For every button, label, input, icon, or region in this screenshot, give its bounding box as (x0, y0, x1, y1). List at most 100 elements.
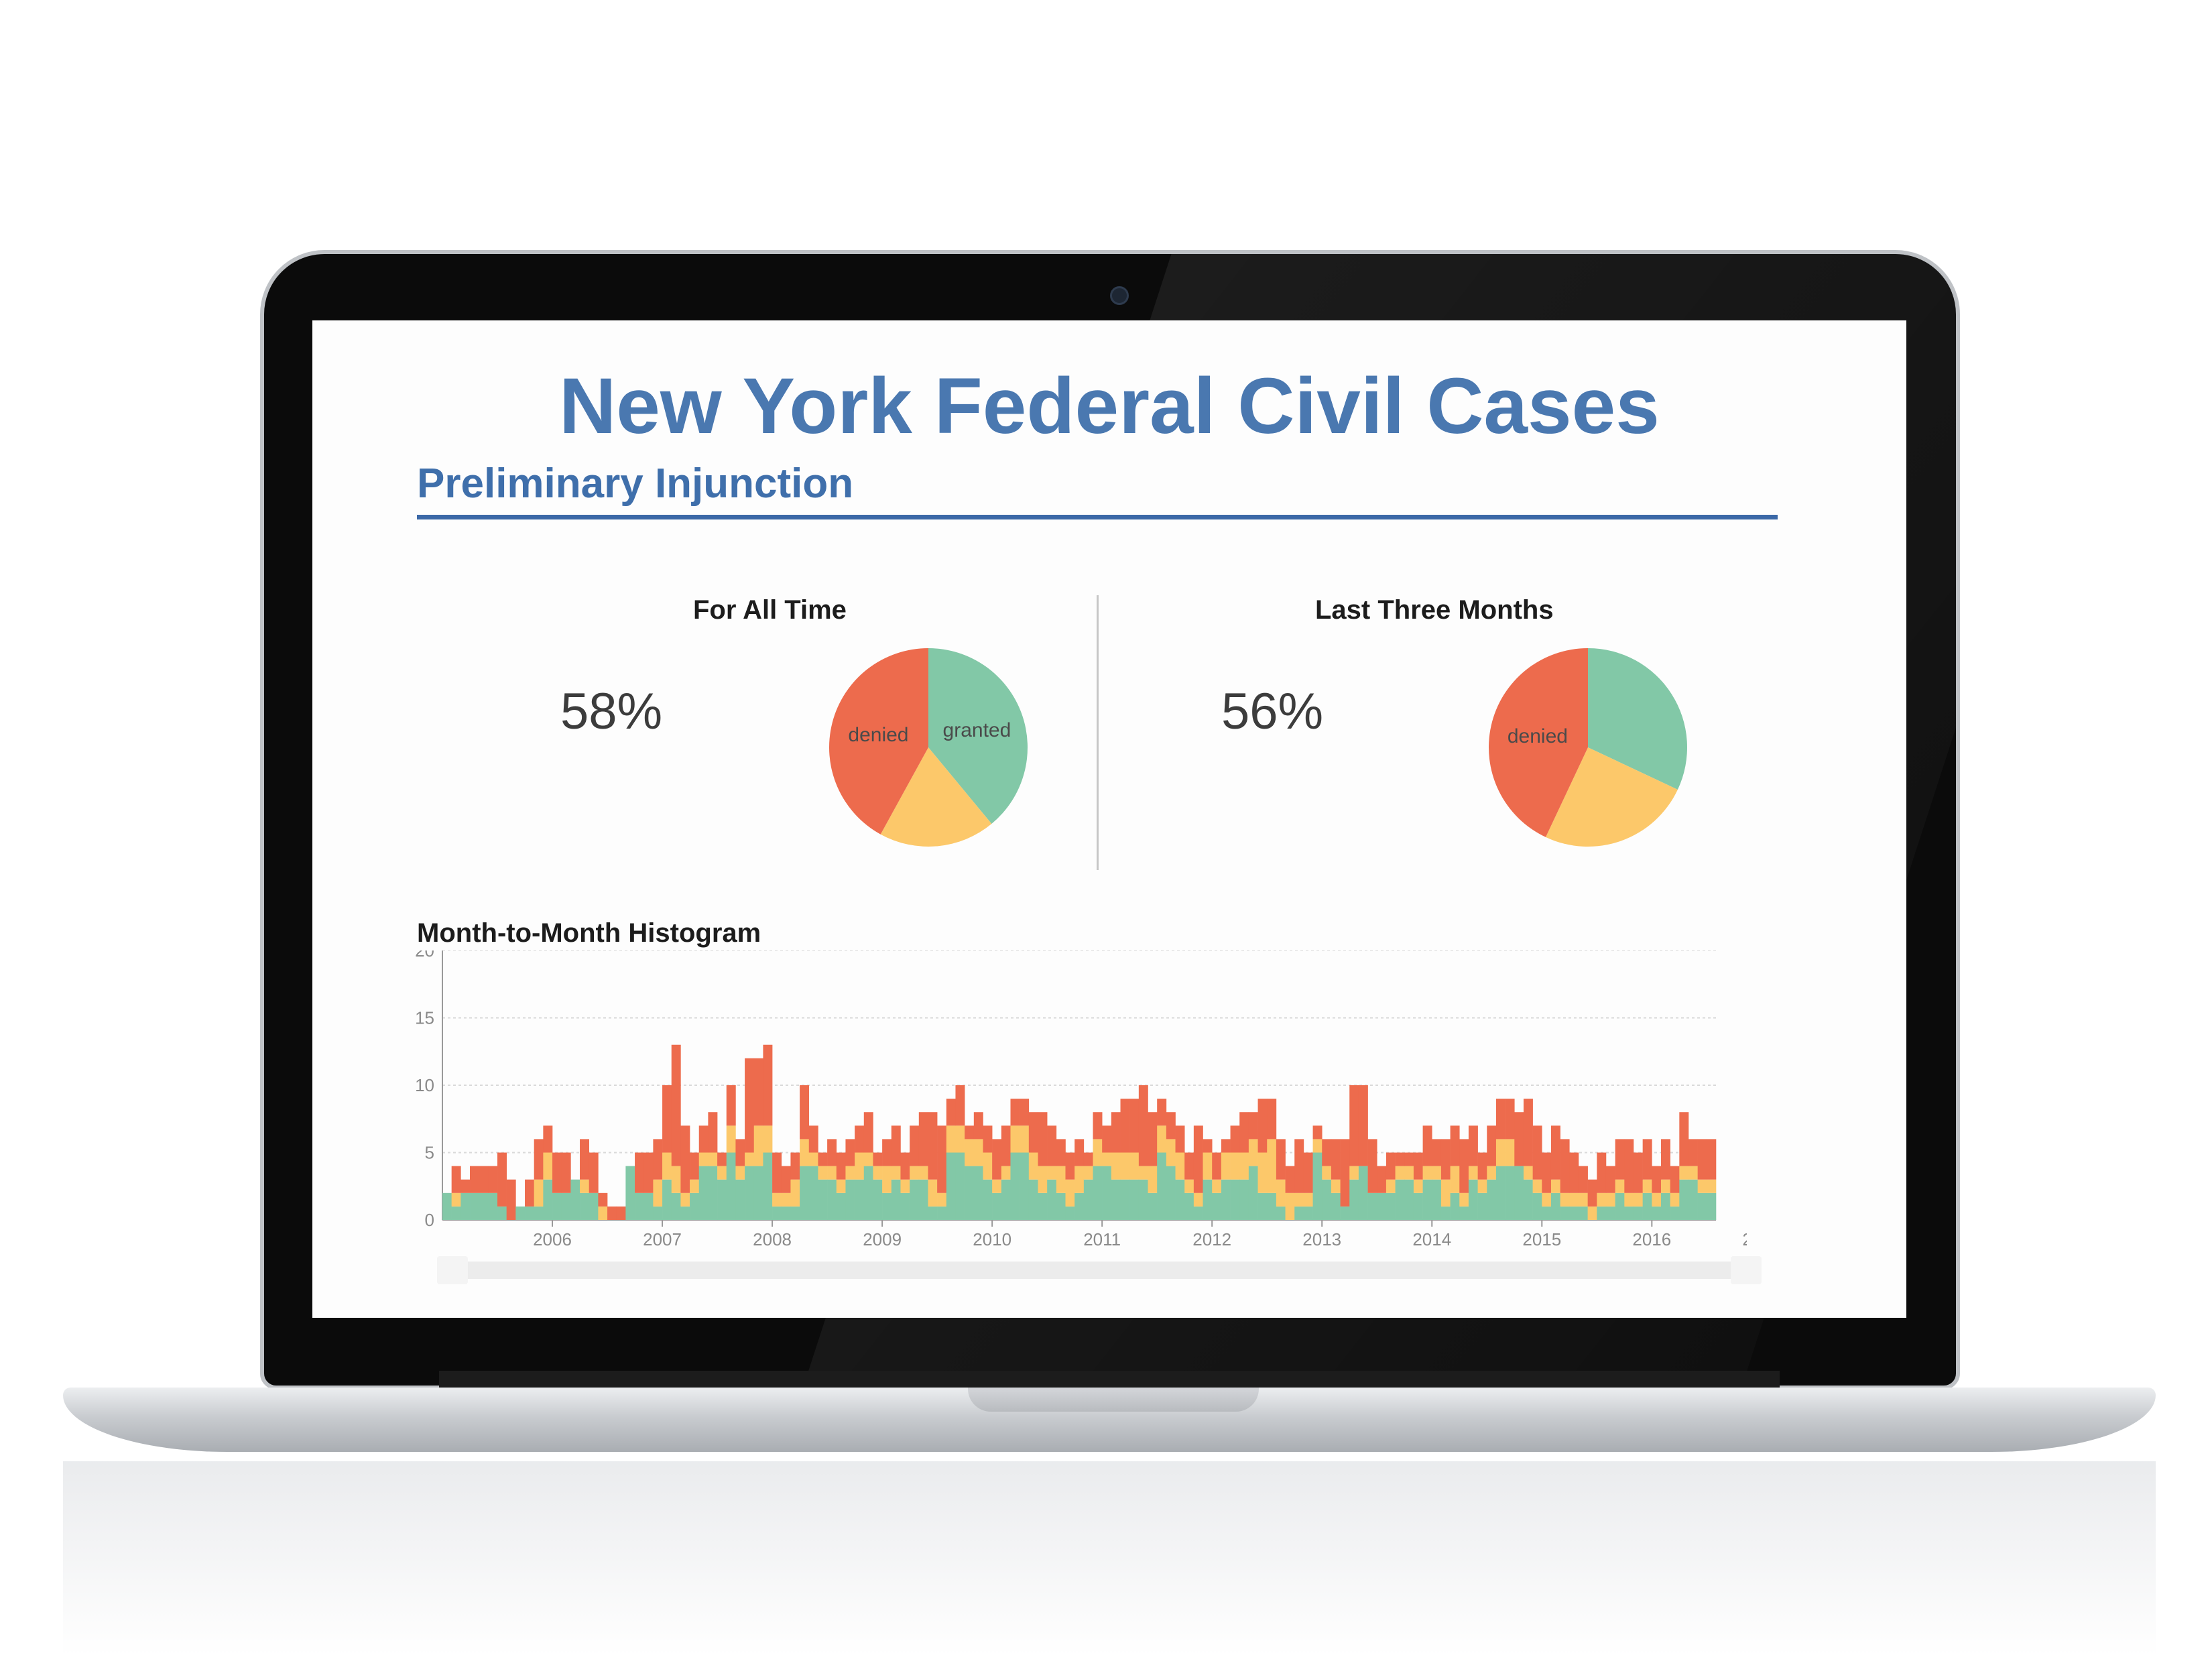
x-tick-label: 2006 (533, 1229, 572, 1249)
histogram-bar (1422, 1125, 1432, 1166)
histogram-bar (1102, 1125, 1112, 1153)
range-handle-left[interactable] (437, 1256, 468, 1284)
histogram-bar (1679, 1166, 1689, 1180)
histogram-bar (1047, 1166, 1057, 1180)
histogram-bar (808, 1152, 818, 1166)
histogram-bar (965, 1125, 975, 1140)
range-handle-right[interactable] (1731, 1256, 1762, 1284)
histogram-bar (1349, 1085, 1359, 1166)
histogram-bar (580, 1192, 590, 1220)
histogram-bar (1587, 1206, 1597, 1220)
y-tick-label: 15 (415, 1008, 434, 1028)
histogram-bar (1111, 1152, 1121, 1180)
histogram-bar (983, 1152, 993, 1180)
histogram-bar (1514, 1166, 1524, 1220)
histogram-bar (1203, 1179, 1213, 1220)
histogram-bar (1184, 1152, 1194, 1180)
histogram-bar (1276, 1179, 1286, 1207)
percent-all-time: 58% (560, 683, 663, 740)
laptop-notch (968, 1388, 1259, 1412)
histogram-bar (1303, 1192, 1313, 1207)
histogram-bar (1322, 1166, 1332, 1180)
histogram-bar (910, 1125, 920, 1166)
histogram-bar (1597, 1206, 1607, 1220)
histogram-bar (1542, 1192, 1552, 1207)
x-tick-label: 2012 (1192, 1229, 1231, 1249)
histogram-bar (1652, 1166, 1662, 1193)
laptop-hinge (439, 1371, 1780, 1388)
pie-slice (1545, 747, 1678, 847)
histogram-bar (855, 1152, 865, 1180)
histogram-bar (1707, 1179, 1717, 1193)
histogram-bar (1303, 1152, 1313, 1193)
histogram-bar (1193, 1192, 1203, 1207)
histogram-bar (680, 1125, 690, 1193)
histogram-bar (1707, 1139, 1717, 1180)
histogram-bar (827, 1139, 837, 1166)
histogram-bar (1102, 1166, 1112, 1220)
histogram-bar (937, 1192, 947, 1207)
pie-slice (880, 747, 992, 847)
histogram-bar (1523, 1179, 1533, 1220)
histogram-bar (653, 1179, 663, 1207)
histogram-bar (818, 1152, 828, 1166)
histogram-bar (671, 1044, 681, 1166)
histogram-bar (690, 1179, 700, 1193)
histogram-bar (753, 1125, 763, 1166)
histogram-bar (534, 1179, 544, 1207)
screen: New York Federal Civil Cases Preliminary… (312, 320, 1906, 1318)
histogram-bar (1688, 1166, 1698, 1180)
pie-slice (928, 648, 1028, 824)
histogram-bar (1010, 1152, 1020, 1220)
histogram-bar (1148, 1192, 1158, 1220)
histogram-bar (1633, 1206, 1643, 1220)
histogram-bar (1294, 1192, 1304, 1207)
histogram-bar (1688, 1179, 1698, 1220)
histogram-bar (1495, 1139, 1506, 1166)
x-tick-label: 2009 (863, 1229, 902, 1249)
histogram-bar (1267, 1099, 1277, 1140)
histogram-bar (561, 1152, 571, 1193)
histogram-bar (891, 1179, 901, 1220)
histogram-bar (735, 1166, 745, 1180)
histogram-bar (937, 1125, 947, 1193)
histogram-bar (808, 1125, 818, 1153)
x-tick-label: 2007 (643, 1229, 682, 1249)
histogram-bar (580, 1139, 590, 1180)
histogram-bar (708, 1112, 718, 1153)
histogram-bar (1239, 1152, 1249, 1180)
histogram-bar (1615, 1192, 1625, 1220)
histogram-bar (772, 1206, 782, 1220)
histogram-bar (910, 1166, 920, 1180)
histogram-bar (918, 1166, 928, 1180)
histogram-bar (1129, 1099, 1140, 1153)
histogram-bar (1468, 1166, 1478, 1180)
histogram-bar (442, 1192, 452, 1220)
histogram-bar (488, 1166, 498, 1193)
histogram-bar (1697, 1139, 1707, 1180)
histogram-bar (1569, 1192, 1579, 1207)
histogram-bar (635, 1152, 645, 1193)
histogram-bar (625, 1166, 635, 1220)
histogram-bar (680, 1192, 690, 1207)
histogram-range-scrollbar[interactable] (437, 1262, 1762, 1279)
histogram-bar (1157, 1125, 1167, 1153)
histogram-bar (662, 1085, 672, 1153)
histogram-bar (1331, 1179, 1341, 1193)
histogram-bar (1413, 1179, 1423, 1193)
histogram-bar (992, 1139, 1002, 1180)
histogram-bar (955, 1152, 965, 1220)
histogram-bar (1578, 1192, 1588, 1207)
histogram-bar (1624, 1206, 1634, 1220)
histogram-bar (873, 1152, 883, 1166)
histogram-bar (1138, 1085, 1148, 1166)
page-title: New York Federal Civil Cases (559, 362, 1660, 450)
histogram-bar (1257, 1192, 1268, 1220)
histogram-bar (1303, 1206, 1313, 1220)
histogram-bar (1175, 1179, 1185, 1220)
histogram-bar (1532, 1125, 1542, 1180)
histogram-bar (735, 1179, 745, 1220)
histogram-bar (726, 1085, 736, 1126)
x-tick-label: 2014 (1412, 1229, 1451, 1249)
histogram-bar (1450, 1166, 1460, 1193)
